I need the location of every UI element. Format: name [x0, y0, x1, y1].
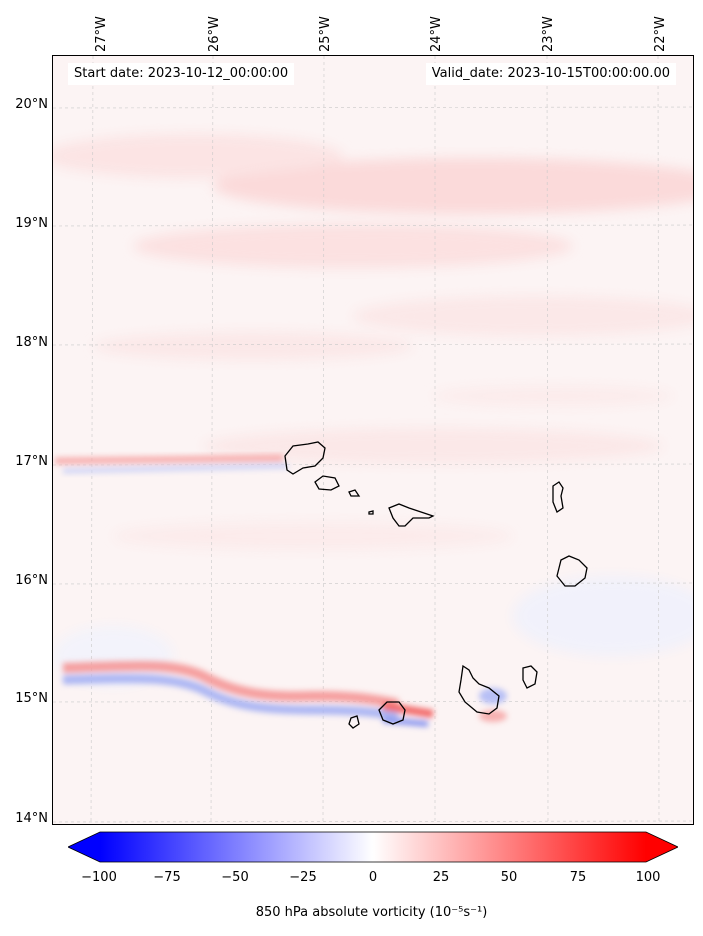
colorbar-tick: 75: [569, 870, 587, 885]
colorbar-outline: [68, 831, 678, 863]
colorbar-tick: 100: [635, 870, 661, 885]
island-brava: [348, 715, 360, 729]
island-santiago: [458, 664, 500, 715]
lon-label-24w: 24°W: [429, 16, 444, 52]
colorbar-gradient: [100, 832, 646, 862]
lon-label-22w: 22°W: [653, 16, 668, 52]
lat-label-15n: 15°N: [15, 691, 48, 706]
coastlines: [284, 441, 588, 729]
colorbar-tick: 50: [500, 870, 518, 885]
lat-label-20n: 20°N: [15, 97, 48, 112]
lat-label-14n: 14°N: [15, 811, 48, 826]
lon-label-23w: 23°W: [541, 16, 556, 52]
vorticity-map: [52, 55, 694, 825]
colorbar-tick: −25: [289, 870, 317, 885]
colorbar: [68, 831, 678, 863]
colorbar-tick: −75: [153, 870, 181, 885]
lat-label-16n: 16°N: [15, 573, 48, 588]
lat-label-18n: 18°N: [15, 335, 48, 350]
vorticity-streak-17n: [54, 454, 289, 474]
island-sao-nicolau: [388, 503, 435, 527]
colorbar-max-extend: [646, 832, 678, 862]
island-boa-vista: [556, 555, 588, 587]
island-santa-luzia: [348, 489, 361, 497]
island-sao-vicente: [314, 475, 340, 491]
vorticity-streak-15n: [62, 660, 507, 727]
island-fogo: [378, 701, 406, 725]
lat-label-17n: 17°N: [15, 454, 48, 469]
gridlines: [53, 56, 693, 824]
colorbar-tick: −100: [81, 870, 117, 885]
colorbar-min-extend: [68, 832, 100, 862]
lat-label-19n: 19°N: [15, 216, 48, 231]
island-sal: [552, 481, 564, 513]
colorbar-tick: 0: [368, 870, 378, 885]
valid-date-label: Valid_date: 2023-10-15T00:00:00.00: [425, 63, 676, 85]
island-santo-antao: [284, 441, 326, 475]
lon-label-26w: 26°W: [207, 16, 222, 52]
island-maio: [522, 665, 538, 689]
colorbar-label: 850 hPa absolute vorticity (10⁻⁵s⁻¹): [255, 905, 488, 920]
positive-vorticity-field: [53, 134, 693, 550]
start-date-label: Start date: 2023-10-12_00:00:00: [68, 63, 295, 85]
map-canvas: [53, 56, 693, 824]
lon-label-27w: 27°W: [94, 16, 109, 52]
island-raso: [368, 510, 374, 515]
lon-label-25w: 25°W: [318, 16, 333, 52]
colorbar-tick: −50: [221, 870, 249, 885]
colorbar-tick: 25: [432, 870, 450, 885]
